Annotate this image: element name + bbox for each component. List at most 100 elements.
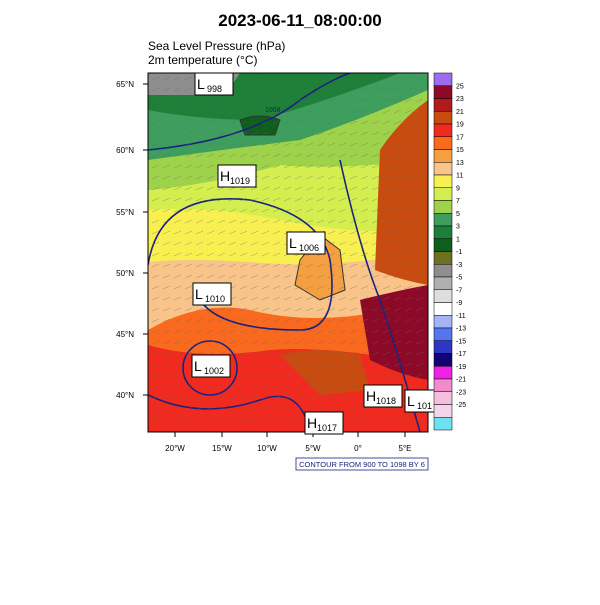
colorbar-label: -25: [456, 402, 466, 409]
wind-barb: [217, 307, 226, 312]
wind-barb: [393, 307, 402, 312]
wind-barb: [305, 197, 314, 202]
wind-barb: [151, 109, 160, 114]
colorbar-label: 3: [456, 224, 460, 231]
wind-barb: [415, 340, 424, 345]
wind-barb: [206, 340, 215, 345]
wind-barb: [217, 208, 226, 213]
wind-barb: [272, 351, 281, 356]
wind-barb: [206, 274, 215, 279]
wind-barb: [404, 186, 413, 191]
wind-barb: [173, 241, 182, 246]
wind-barb: [206, 131, 215, 136]
wind-barb: [316, 362, 325, 367]
wind-barb: [250, 417, 259, 422]
wind-barb: [151, 87, 160, 92]
wind-barb: [283, 395, 292, 400]
colorbar-label: -11: [456, 313, 466, 320]
wind-barb: [404, 351, 413, 356]
wind-barb: [261, 109, 270, 114]
wind-barb: [272, 98, 281, 103]
wind-barb: [338, 252, 347, 257]
wind-barb: [173, 362, 182, 367]
wind-barb: [338, 109, 347, 114]
wind-barb: [316, 131, 325, 136]
wind-barb: [382, 296, 391, 301]
wind-barb: [393, 241, 402, 246]
colorbar-box: [433, 391, 453, 405]
wind-barb: [404, 384, 413, 389]
colorbar-label: -9: [456, 300, 462, 307]
wind-barb: [338, 373, 347, 378]
wind-barb: [217, 329, 226, 334]
wind-barb: [349, 318, 358, 323]
wind-barb: [272, 384, 281, 389]
colorbar-label: -21: [456, 377, 466, 384]
wind-barb: [404, 241, 413, 246]
wind-barb: [371, 362, 380, 367]
wind-barb: [316, 307, 325, 312]
wind-barb: [283, 406, 292, 411]
wind-barb: [327, 98, 336, 103]
wind-barb: [338, 263, 347, 268]
colorbar-label: 9: [456, 185, 460, 192]
wind-barb: [239, 384, 248, 389]
wind-barb: [338, 329, 347, 334]
wind-barb: [272, 76, 281, 81]
wind-barb: [250, 219, 259, 224]
wind-barb: [250, 153, 259, 158]
wind-barb: [316, 296, 325, 301]
wind-barb: [382, 417, 391, 422]
wind-barb: [283, 307, 292, 312]
wind-barb: [404, 87, 413, 92]
wind-barb: [349, 252, 358, 257]
wind-barb: [327, 406, 336, 411]
wind-barb: [349, 351, 358, 356]
wind-barb: [294, 186, 303, 191]
wind-barb: [338, 76, 347, 81]
wind-barb: [393, 142, 402, 147]
wind-barb: [261, 417, 270, 422]
wind-barb: [206, 230, 215, 235]
wind-barb: [206, 186, 215, 191]
wind-barb: [261, 373, 270, 378]
wind-barb: [250, 76, 259, 81]
wind-barb: [316, 263, 325, 268]
colorbar-label: 19: [456, 122, 464, 129]
wind-barb: [327, 285, 336, 290]
wind-barb: [404, 164, 413, 169]
wind-barb: [382, 241, 391, 246]
wind-barb: [250, 263, 259, 268]
wind-barb: [349, 219, 358, 224]
colorbar-label: -13: [456, 326, 466, 333]
wind-barb: [349, 296, 358, 301]
wind-barb: [382, 263, 391, 268]
wind-barb: [349, 395, 358, 400]
wind-barb: [316, 285, 325, 290]
wind-barb: [415, 197, 424, 202]
wind-barb: [173, 318, 182, 323]
wind-barb: [349, 274, 358, 279]
wind-barb: [382, 208, 391, 213]
wind-barb: [195, 241, 204, 246]
wind-barb: [382, 186, 391, 191]
lat-label: 50°N: [116, 269, 134, 278]
wind-barb: [195, 131, 204, 136]
wind-barb: [195, 307, 204, 312]
map: [148, 73, 428, 432]
wind-barb: [250, 120, 259, 125]
wind-barb: [151, 131, 160, 136]
wind-barb: [162, 142, 171, 147]
wind-barb: [305, 120, 314, 125]
pressure-label: H 1019: [217, 164, 257, 188]
wind-barb: [305, 406, 314, 411]
colorbar-label: -3: [456, 262, 462, 269]
wind-barb: [184, 362, 193, 367]
wind-barb: [162, 274, 171, 279]
wind-barb: [184, 131, 193, 136]
wind-barb: [283, 417, 292, 422]
wind-barb: [272, 153, 281, 158]
wind-barb: [206, 98, 215, 103]
wind-barb: [294, 120, 303, 125]
wind-barb: [162, 307, 171, 312]
